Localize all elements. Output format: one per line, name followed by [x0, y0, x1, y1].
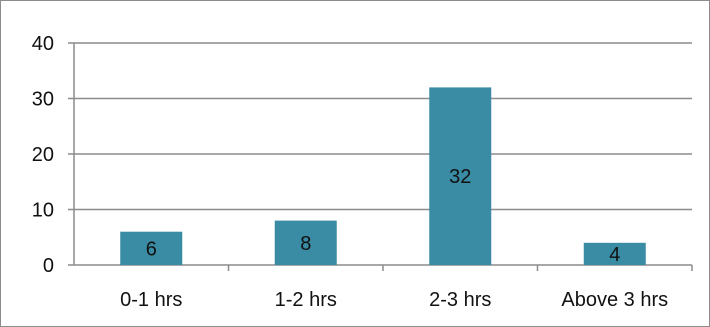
y-tick-label: 20	[32, 144, 54, 166]
y-tick-label: 40	[32, 33, 54, 55]
y-tick-label: 30	[32, 89, 54, 111]
x-tick-label: 2-3 hrs	[429, 289, 491, 311]
y-tick-label: 0	[43, 255, 54, 277]
x-tick-label: 1-2 hrs	[275, 289, 337, 311]
y-tick-labels: 0 10 20 30 40	[32, 33, 54, 277]
bars	[120, 87, 646, 266]
data-labels: 6 8 32 4	[146, 166, 621, 266]
bar	[583, 242, 646, 265]
data-label: 6	[146, 238, 157, 260]
x-tick-label: Above 3 hrs	[561, 289, 668, 311]
data-label: 32	[449, 166, 471, 188]
x-tick-labels: 0-1 hrs 1-2 hrs 2-3 hrs Above 3 hrs	[120, 289, 668, 311]
y-tick-label: 10	[32, 200, 54, 222]
bar	[120, 231, 183, 265]
bar	[274, 220, 337, 265]
x-tick-label: 0-1 hrs	[120, 289, 182, 311]
bar	[429, 87, 492, 266]
gridlines	[68, 42, 692, 211]
data-label: 4	[609, 244, 620, 266]
data-label: 8	[300, 233, 311, 255]
